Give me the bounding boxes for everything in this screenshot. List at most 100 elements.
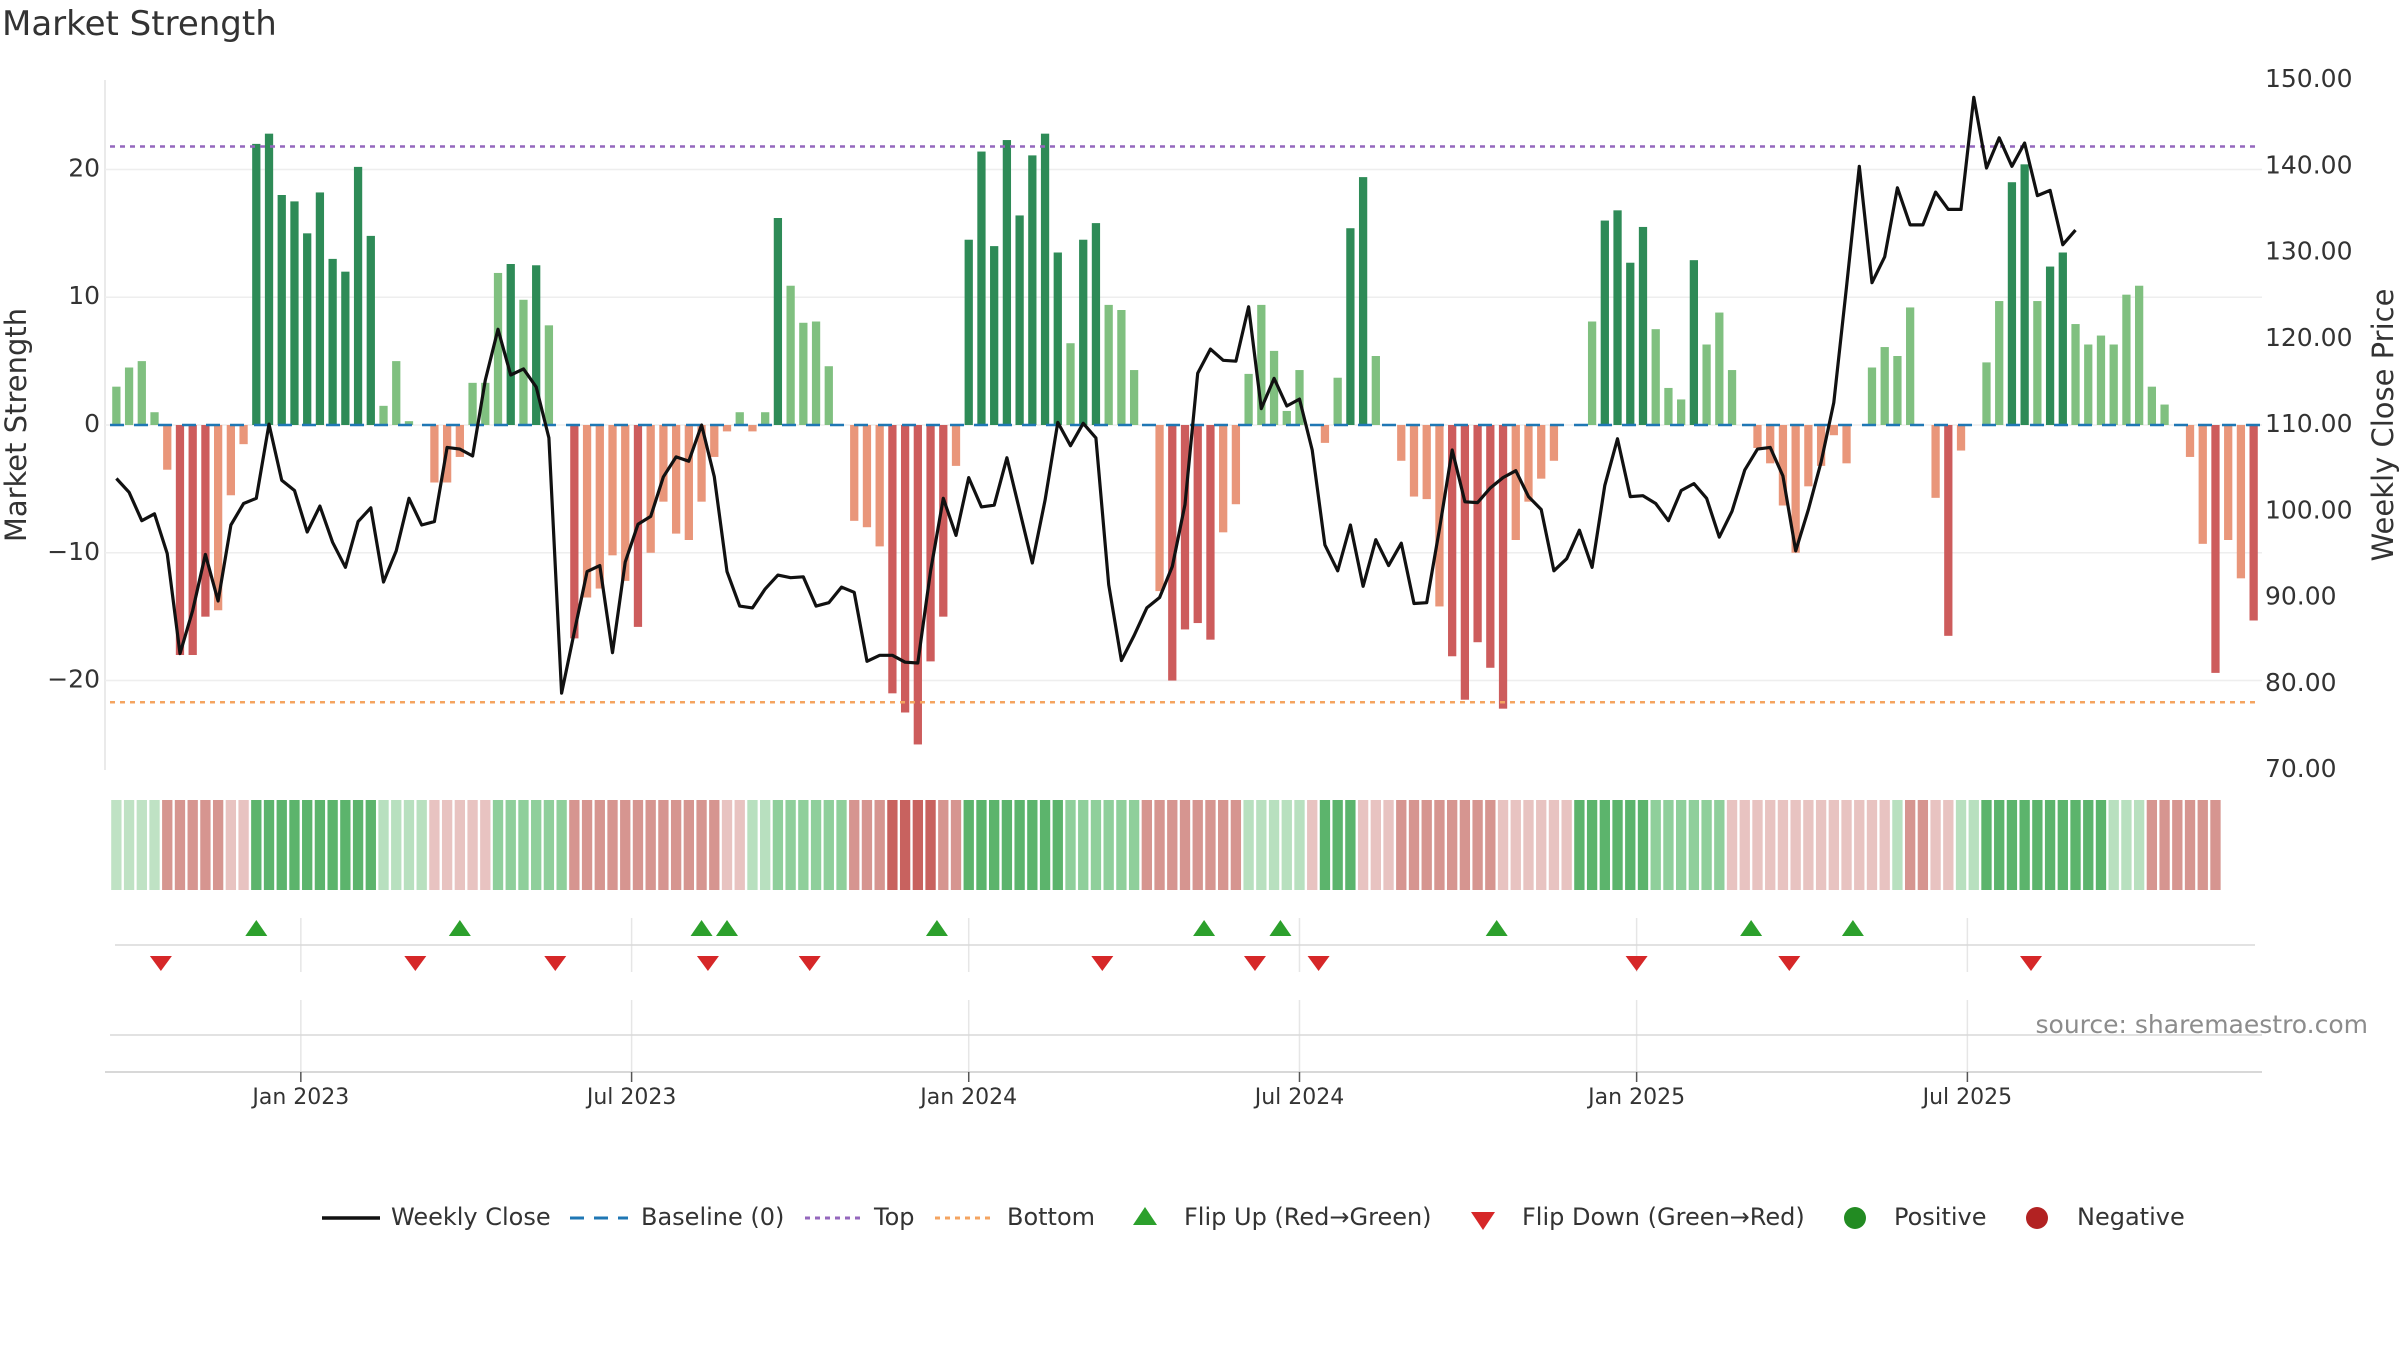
heat-cell [1904,800,1916,890]
heat-cell [1141,800,1152,890]
strength-bar [786,285,795,425]
flip-down-marker [544,956,567,971]
heat-cell [2057,800,2068,890]
strength-bar [1231,425,1241,505]
strength-bar [913,425,922,745]
heat-cell [1294,800,1305,890]
heat-cell [1357,800,1369,890]
heat-cell [785,800,796,890]
heat-cell [441,800,453,890]
heat-cell [1790,800,1801,890]
heat-cell [1854,800,1865,890]
heat-cell [1536,800,1547,890]
strength-bar [239,425,248,445]
strength-bar [799,322,808,425]
heat-cell [136,800,147,890]
strength-bar [201,425,210,617]
flip-up-marker [925,920,948,936]
heat-cell [556,800,567,890]
strength-bar [888,425,897,694]
strength-bar [163,425,172,470]
heat-cell [2006,800,2018,890]
heat-cell [1675,800,1687,890]
heat-cell [709,800,720,890]
heat-cell [212,800,224,890]
heat-cell [670,800,682,890]
heat-cell [1943,800,1954,890]
x-tick-label: Jan 2024 [918,1085,1017,1110]
heat-cell [327,800,338,890]
strength-bar [2109,344,2118,425]
heat-cell [1192,800,1203,890]
flip-down-marker [149,956,172,971]
strength-bar [2198,425,2207,544]
chart-title: Market Strength [2,4,277,44]
x-tick-label: Jan 2023 [250,1085,349,1110]
heat-cell [2019,800,2030,890]
strength-bar [303,233,312,425]
legend-positive-swatch [1844,1207,1866,1229]
heat-cell [518,800,529,890]
strength-bar [1829,425,1838,436]
heat-cell [1421,800,1432,890]
strength-bar [964,239,973,425]
heat-cell [1955,800,1967,890]
heat-cell [1052,800,1063,890]
left-tick-label: 20 [68,153,100,182]
strength-bar [1587,321,1597,425]
flip-down-marker [404,956,427,971]
heat-cell [2146,800,2158,890]
heat-cell [1574,800,1585,890]
strength-bar [1524,425,1533,502]
strength-bar [990,246,999,425]
flip-down-marker [1307,956,1330,971]
heat-cell [1485,800,1496,890]
strength-bar [1791,425,1800,553]
heat-cell [1472,800,1483,890]
strength-bar [1053,252,1062,425]
legend-positive-label: Positive [1894,1203,1987,1231]
strength-bar [544,325,554,425]
strength-bar [1460,425,1470,700]
strength-bar [710,425,719,457]
heat-cell [1777,800,1789,890]
heat-cell [302,800,313,890]
strength-bar [1931,425,1940,498]
left-axis-title: Market Strength [0,308,33,542]
heat-cell [314,800,326,890]
strength-bar [621,425,630,581]
heat-cell [569,800,580,890]
strength-bar [1982,362,1991,425]
strength-bar [1371,356,1380,425]
strength-bar [1028,155,1037,425]
strength-bar [150,412,159,425]
heat-cell [251,800,262,890]
strength-bar [2045,266,2055,425]
strength-bar [404,421,414,425]
source-label: source: sharemaestro.com [2036,1010,2369,1039]
heat-cell [747,800,758,890]
legend-top-label: Top [873,1203,915,1231]
heat-cell [772,800,784,890]
strength-bar [519,299,528,425]
strength-bar [1944,425,1953,636]
strength-bar [862,425,872,528]
flip-up-marker [1193,920,1216,936]
strength-bar [1626,262,1635,425]
heat-cell [123,800,135,890]
heat-cell [1701,800,1712,890]
heat-cell [2095,800,2107,890]
heat-cell [1027,800,1038,890]
heat-cell [1345,800,1356,890]
strength-bar [1129,370,1139,425]
strength-bar [2071,324,2080,425]
strength-bar [939,425,948,617]
strength-bar [1753,425,1762,448]
right-axis-title: Weekly Close Price [2366,289,2400,562]
heat-cell [1612,800,1623,890]
heat-cell [289,800,300,890]
heat-cell [683,800,695,890]
heat-cell [1828,800,1839,890]
flip-down-marker [1091,956,1114,971]
flip-up-marker [1841,920,1864,936]
